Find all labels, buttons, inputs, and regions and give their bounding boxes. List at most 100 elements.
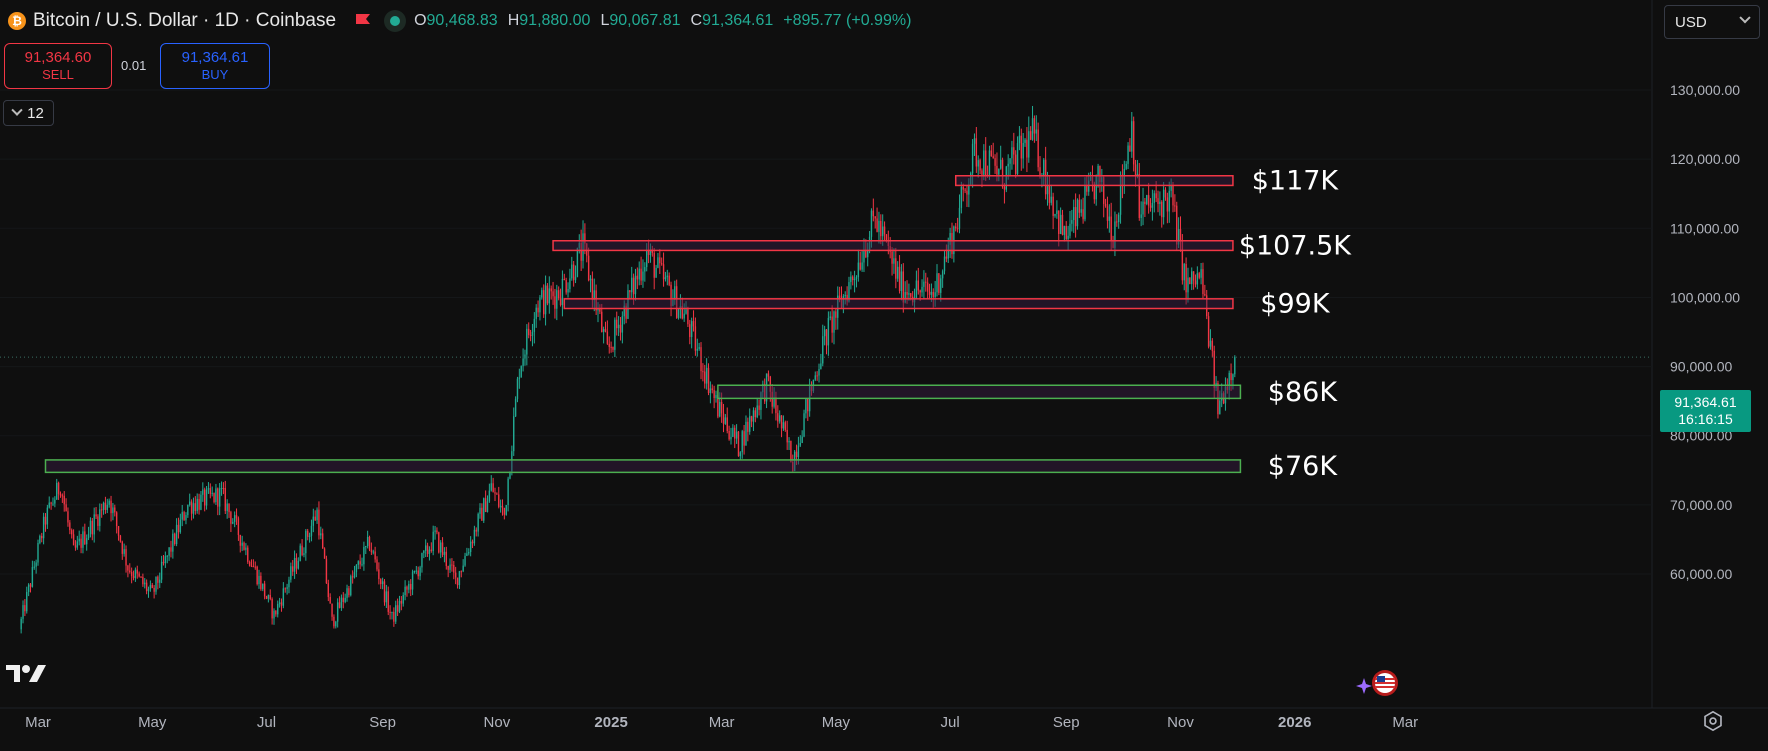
candle-body — [619, 324, 622, 333]
candle-body — [115, 512, 118, 527]
indicators-toggle-button[interactable]: 12 — [3, 100, 54, 126]
flag-icon[interactable] — [354, 13, 372, 29]
candle-body — [295, 557, 298, 569]
zone-support[interactable] — [44, 459, 1242, 474]
candle-body — [447, 565, 449, 570]
candle-body — [584, 233, 586, 244]
candle-body — [393, 611, 395, 622]
candle-body — [72, 534, 75, 546]
candle-body — [1082, 209, 1084, 220]
candle-body — [572, 264, 575, 281]
candle-body — [930, 291, 933, 295]
symbol-title[interactable]: Bitcoin / U.S. Dollar · 1D · Coinbase — [33, 10, 337, 31]
candle-body — [119, 535, 122, 542]
candle-body — [451, 564, 453, 566]
candle-body — [247, 547, 249, 562]
events-icon[interactable] — [1354, 668, 1400, 698]
y-tick-label: 60,000.00 — [1670, 566, 1732, 582]
candle-body — [700, 347, 702, 372]
candle-body — [1207, 316, 1210, 347]
candle-body — [1157, 198, 1159, 205]
candle-body — [192, 503, 195, 514]
candle-body — [576, 247, 579, 277]
zone-resistance[interactable] — [552, 239, 1234, 252]
candle-body — [243, 542, 245, 550]
candle-body — [1125, 163, 1127, 169]
candle-body — [904, 292, 906, 303]
candle-body — [385, 591, 388, 603]
candle-body — [1119, 174, 1122, 215]
candle-body — [220, 487, 223, 489]
candle-body — [76, 541, 79, 548]
zone-resistance[interactable] — [563, 298, 1234, 310]
candle-body — [445, 551, 448, 566]
candle-body — [33, 566, 35, 568]
candle-body — [265, 596, 268, 599]
candle-body — [292, 566, 294, 572]
candle-body — [1196, 273, 1199, 285]
candle-body — [263, 583, 266, 597]
candle-body — [602, 329, 605, 332]
candle-body — [307, 530, 309, 537]
candle-body — [1091, 176, 1094, 184]
candle-body — [1022, 142, 1024, 159]
candle-body — [138, 573, 140, 577]
candle-body — [634, 275, 637, 295]
candle-body — [145, 582, 148, 592]
candle-body — [361, 564, 363, 566]
candle-body — [71, 530, 73, 535]
candle-body — [629, 290, 631, 293]
candle-body — [97, 516, 99, 526]
tradingview-logo[interactable] — [6, 662, 50, 684]
x-tick-label: Mar — [1392, 714, 1418, 731]
candle-body — [822, 336, 824, 364]
candle-body — [123, 549, 125, 554]
candle-body — [1073, 207, 1075, 221]
candle-body — [642, 271, 644, 281]
candle-body — [940, 278, 942, 293]
candle-body — [1018, 135, 1021, 144]
candle-body — [1206, 295, 1208, 317]
candle-body — [250, 565, 253, 567]
candle-body — [441, 542, 444, 555]
currency-select[interactable]: USD — [1664, 5, 1760, 39]
candle-body — [41, 535, 43, 539]
sell-button[interactable]: 91,364.60 SELL — [4, 43, 112, 89]
zone-support[interactable] — [717, 384, 1242, 400]
candle-body — [1076, 199, 1079, 227]
candle-body — [726, 417, 728, 432]
candle-body — [39, 535, 41, 543]
candle-body — [1063, 226, 1066, 235]
candle-body — [582, 233, 584, 261]
order-quantity[interactable]: 0.01 — [121, 58, 147, 73]
candle-body — [913, 297, 916, 303]
buy-button[interactable]: 91,364.61 BUY — [160, 43, 270, 89]
candle-body — [687, 309, 689, 325]
candle-body — [499, 505, 502, 507]
candle-body — [713, 390, 715, 398]
zone-resistance[interactable] — [954, 175, 1234, 187]
candle-body — [185, 515, 187, 521]
bitcoin-icon: ₿ — [8, 12, 26, 30]
candle-body — [483, 498, 485, 521]
market-status-icon[interactable] — [384, 10, 407, 32]
candle-body — [719, 402, 721, 417]
candle-body — [1159, 201, 1161, 205]
candle-body — [752, 410, 755, 422]
candle-body — [357, 561, 359, 565]
candle-body — [863, 250, 865, 263]
candle-body — [1011, 147, 1013, 159]
candle-body — [410, 583, 412, 590]
candle-body — [484, 498, 487, 512]
candle-body — [61, 495, 64, 497]
candle-body — [552, 291, 554, 297]
candle-body — [1191, 271, 1193, 285]
candle-body — [621, 316, 624, 333]
candle-body — [436, 530, 438, 533]
settings-icon[interactable] — [1702, 710, 1724, 732]
candle-body — [366, 536, 369, 547]
candle-body — [359, 561, 361, 565]
candle-body — [383, 581, 386, 603]
candle-body — [42, 516, 45, 539]
